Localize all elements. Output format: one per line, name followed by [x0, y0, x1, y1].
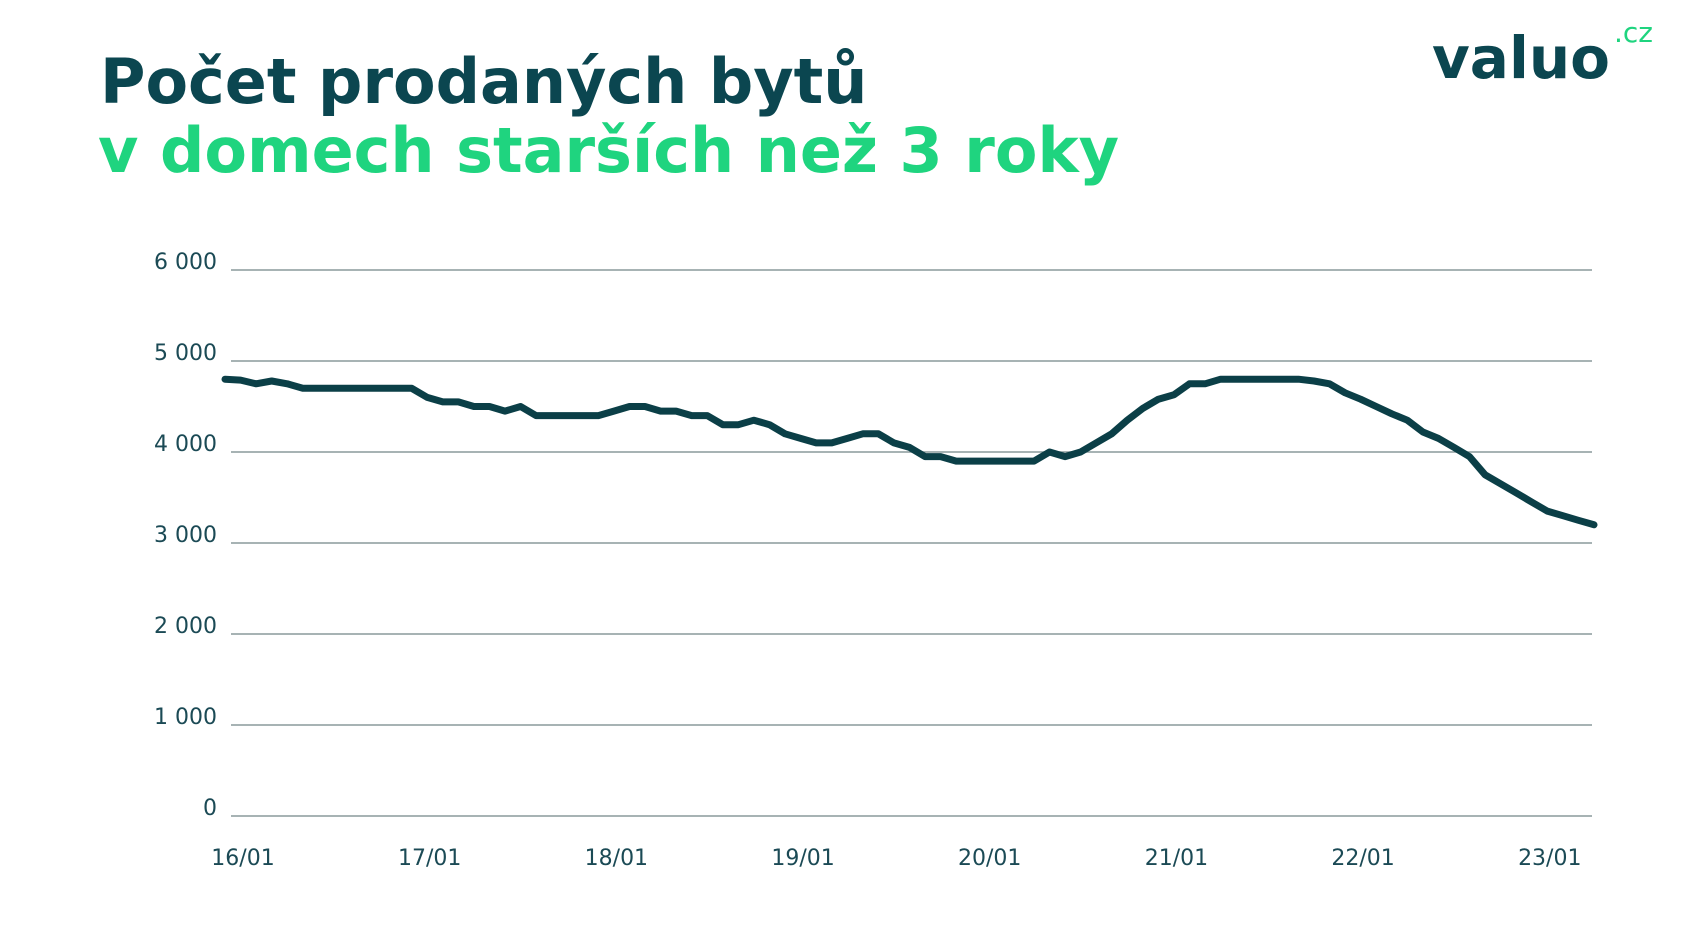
- chart-subtitle: v domech starších než 3 roky: [98, 114, 1119, 187]
- x-tick-label: 17/01: [398, 846, 461, 871]
- x-tick-label: 19/01: [771, 846, 834, 871]
- y-tick-label: 0: [203, 796, 217, 821]
- y-tick-label: 6 000: [154, 250, 217, 275]
- x-tick-label: 23/01: [1518, 846, 1581, 871]
- data-line: [221, 375, 1598, 529]
- logo-suffix: .cz: [1614, 16, 1653, 49]
- y-tick-label: 1 000: [154, 705, 217, 730]
- x-tick-label: 16/01: [211, 846, 274, 871]
- logo: valuo: [1432, 24, 1610, 92]
- chart-title: Počet prodaných bytů: [100, 45, 867, 118]
- x-tick-label: 22/01: [1331, 846, 1394, 871]
- x-tick-label: 20/01: [958, 846, 1021, 871]
- y-tick-label: 2 000: [154, 614, 217, 639]
- y-tick-label: 5 000: [154, 341, 217, 366]
- y-tick-label: 4 000: [154, 432, 217, 457]
- y-tick-label: 3 000: [154, 523, 217, 548]
- x-tick-label: 18/01: [585, 846, 648, 871]
- x-tick-label: 21/01: [1145, 846, 1208, 871]
